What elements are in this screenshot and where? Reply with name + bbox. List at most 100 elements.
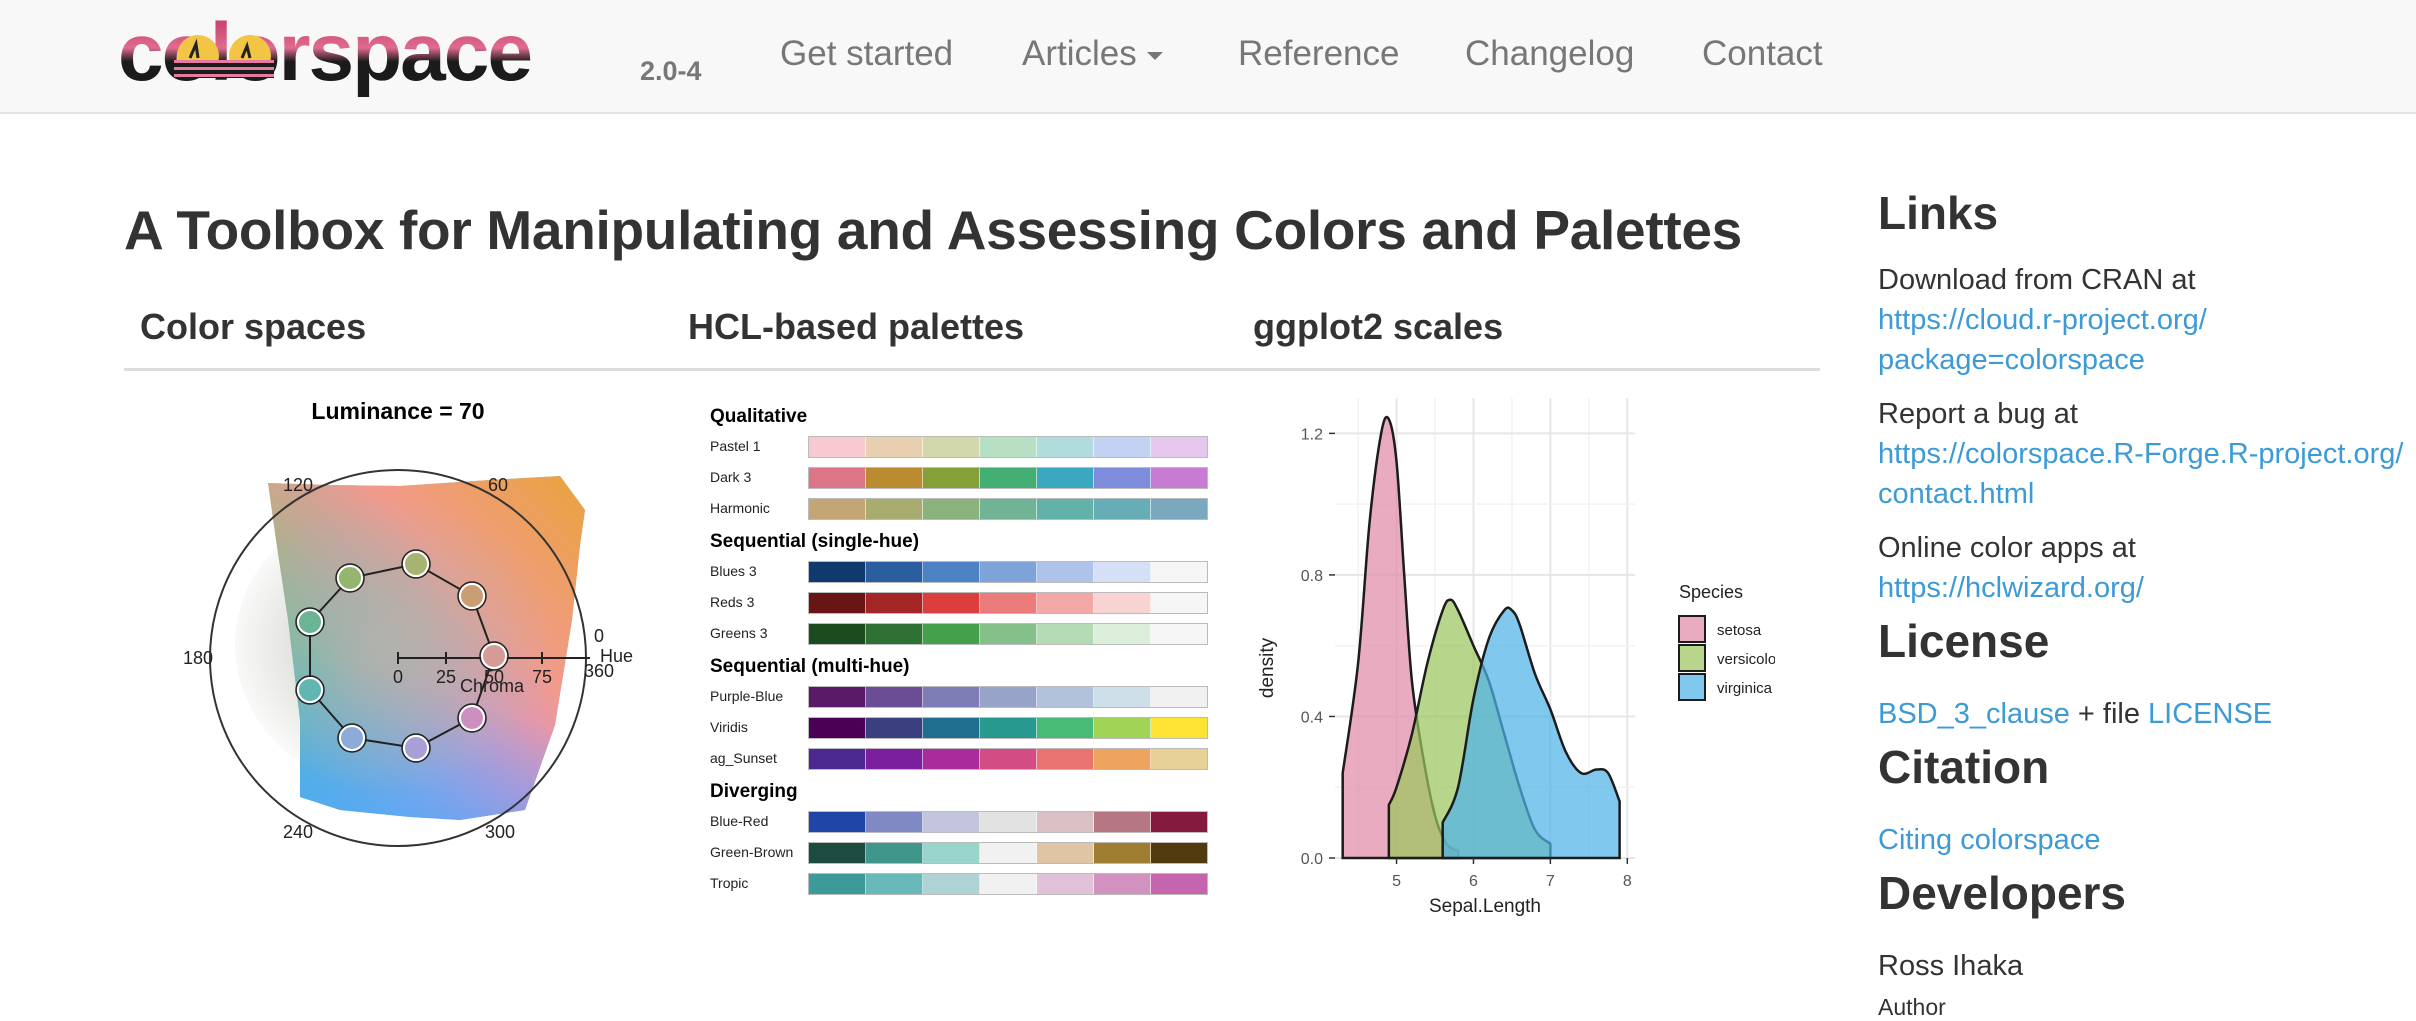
- nav-get-started[interactable]: Get started: [780, 32, 953, 76]
- palette-swatch: [1094, 593, 1151, 613]
- palette-swatch: [1037, 437, 1094, 457]
- palette-swatches: [808, 717, 1208, 739]
- palette-swatch: [866, 593, 923, 613]
- palette-swatch: [1151, 749, 1207, 769]
- palette-swatches: [808, 467, 1208, 489]
- cran-link[interactable]: https://cloud.r-project.org/: [1878, 300, 2207, 340]
- density-area-virginica: [1441, 606, 1621, 860]
- palette-swatch: [1037, 468, 1094, 488]
- palette-name: Viridis: [710, 719, 748, 735]
- palette-swatch: [1151, 499, 1207, 519]
- nav-articles-dropdown[interactable]: Articles: [1022, 32, 1163, 76]
- nav-changelog[interactable]: Changelog: [1465, 32, 1634, 76]
- palette-name: Purple-Blue: [710, 688, 784, 704]
- palette-swatch: [923, 499, 980, 519]
- x-axis-label: Sepal.Length: [1429, 896, 1541, 917]
- palette-swatch: [923, 437, 980, 457]
- chroma-axis-label: Chroma: [460, 676, 525, 696]
- legend-label: virginica: [1717, 680, 1773, 697]
- palette-swatch: [980, 812, 1037, 832]
- palette-swatches: [808, 686, 1208, 708]
- palette-swatch: [1037, 562, 1094, 582]
- palette-swatch: [923, 749, 980, 769]
- palette-swatch: [980, 874, 1037, 894]
- legend-key-versicolor: [1678, 644, 1706, 672]
- x-tick-label: 5: [1392, 873, 1401, 890]
- legend-title: Species: [1679, 582, 1743, 602]
- palette-swatch: [1094, 437, 1151, 457]
- bug-text: Report a bug at: [1878, 398, 2078, 430]
- tab-color-spaces[interactable]: Color spaces: [140, 306, 367, 347]
- nav-get-started-label: Get started: [780, 34, 954, 73]
- palette-swatches: [808, 842, 1208, 864]
- palette-swatches: [808, 748, 1208, 770]
- palette-swatch: [923, 624, 980, 644]
- cran-text: Download from CRAN at: [1878, 264, 2196, 296]
- palette-swatch: [1037, 687, 1094, 707]
- tab-ggplot2-scales[interactable]: ggplot2 scales: [1253, 306, 1504, 347]
- license-line: BSD_3_clause + file LICENSE: [1878, 694, 2272, 734]
- nav-reference-label: Reference: [1238, 34, 1400, 73]
- palette-swatch: [980, 437, 1037, 457]
- navbar: colorspace 2.0-4 Get started Articles Re…: [0, 0, 2416, 114]
- y-tick-label: 0.4: [1301, 709, 1323, 726]
- palette-swatch: [980, 468, 1037, 488]
- cran-link-line1: https://cloud.r-project.org/: [1878, 304, 2207, 336]
- chroma-tick: 25: [436, 667, 456, 687]
- x-tick-label: 6: [1469, 873, 1478, 890]
- palette-swatch: [809, 499, 866, 519]
- palette-swatch: [866, 437, 923, 457]
- palette-swatch: [923, 718, 980, 738]
- license-link[interactable]: BSD_3_clause: [1878, 698, 2070, 730]
- palette-swatch: [1037, 624, 1094, 644]
- hue-tick: 120: [283, 475, 313, 495]
- palette-swatch: [1151, 562, 1207, 582]
- palette-swatch: [866, 499, 923, 519]
- palette-swatch: [866, 687, 923, 707]
- palette-swatch: [866, 843, 923, 863]
- bug-link[interactable]: https://colorspace.R-Forge.R-project.org…: [1878, 434, 2403, 474]
- colorspace-logo[interactable]: colorspace: [118, 14, 628, 106]
- links-heading: Links: [1878, 187, 1999, 239]
- palette-swatch: [1094, 718, 1151, 738]
- y-tick-label: 0.8: [1301, 568, 1323, 585]
- citation-link[interactable]: Citing colorspace: [1878, 824, 2101, 856]
- bug-link-cont[interactable]: contact.html: [1878, 474, 2034, 514]
- palette-name: Tropic: [710, 875, 749, 891]
- x-tick-label: 8: [1623, 873, 1632, 890]
- tab-hcl-palettes[interactable]: HCL-based palettes: [688, 306, 1025, 347]
- hue-tick: 0: [594, 626, 604, 646]
- palette-swatch: [1037, 812, 1094, 832]
- palette-swatch: [1151, 874, 1207, 894]
- palette-swatch: [809, 468, 866, 488]
- hue-tick: 180: [183, 648, 213, 668]
- palette-swatches: [808, 436, 1208, 458]
- y-axis-label: density: [1257, 637, 1278, 698]
- palette-swatch: [1151, 687, 1207, 707]
- palette-swatch: [1094, 499, 1151, 519]
- palette-swatches: [808, 623, 1208, 645]
- version-label: 2.0-4: [640, 56, 702, 86]
- palette-swatch: [1037, 499, 1094, 519]
- developer-name: Ross Ihaka: [1878, 950, 2024, 982]
- palette-swatch: [866, 718, 923, 738]
- cran-link-cont[interactable]: package=colorspace: [1878, 340, 2145, 380]
- palette-swatch: [809, 593, 866, 613]
- palette-swatches: [808, 592, 1208, 614]
- hcl-palettes-panel: Qualitative Pastel 1 Dark 3 Harmonic Sequent…: [710, 406, 1210, 906]
- license-file-link[interactable]: LICENSE: [2148, 698, 2273, 730]
- nav-reference[interactable]: Reference: [1238, 32, 1399, 76]
- nav-contact[interactable]: Contact: [1702, 32, 1823, 76]
- apps-link[interactable]: https://hclwizard.org/: [1878, 572, 2144, 604]
- citation-heading: Citation: [1878, 741, 2050, 793]
- palette-swatch: [866, 624, 923, 644]
- palette-swatch: [923, 593, 980, 613]
- page-title: A Toolbox for Manipulating and Assessing…: [124, 199, 1742, 261]
- palette-swatch: [866, 562, 923, 582]
- palette-swatch: [1151, 624, 1207, 644]
- palette-swatch: [866, 749, 923, 769]
- palette-swatch: [1094, 687, 1151, 707]
- palette-swatch: [866, 468, 923, 488]
- y-tick-label: 1.2: [1301, 426, 1323, 443]
- developer-role: Author: [1878, 994, 1946, 1020]
